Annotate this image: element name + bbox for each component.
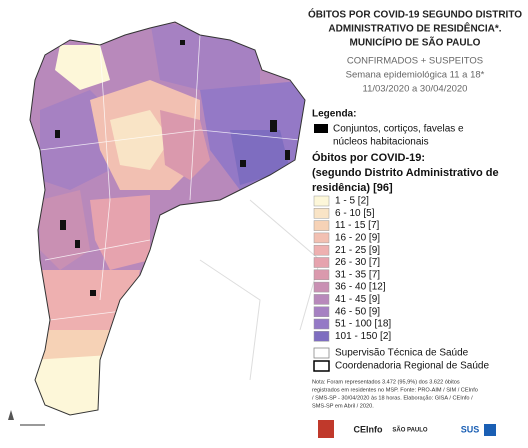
note: registrados em residentes no MSP. Fonte:… [312,387,478,393]
class-swatch [313,232,330,244]
class-label: 46 - 50 [9] [335,306,380,317]
housing-label: núcleos habitacionais [333,137,429,148]
class-label: 41 - 45 [9] [335,294,380,305]
subtitle: Semana epidemiológica 11 a 18* [346,70,485,81]
logo-cross [484,424,496,436]
boundary-label: Supervisão Técnica de Saúde [335,348,469,359]
classes-title: (segundo Distrito Administrativo de [312,167,499,179]
scale-north [8,410,45,426]
class-label: 36 - 40 [12] [335,282,386,293]
class-swatch [313,331,330,342]
class-swatch [313,294,330,305]
city-outline [29,21,306,416]
note: SMS-SP em Abril / 2020. [312,403,374,409]
title: ADMINISTRATIVO DE RESIDÊNCIA*. [328,22,501,35]
classes-title: residência) [96] [312,182,393,194]
boundary-swatch [313,360,330,372]
class-label: 16 - 20 [9] [335,233,380,244]
note: Nota: Foram representados 3.472 (95,9%) … [312,379,460,385]
class-swatch [313,269,330,281]
class-label: 26 - 30 [7] [335,257,380,268]
class-swatch [313,195,330,207]
logo: CEInfo [354,424,383,434]
housing-swatch [314,124,328,133]
boundary-label: Coordenadoria Regional de Saúde [335,361,489,372]
title: ÓBITOS POR COVID-19 SEGUNDO DISTRITO [308,8,522,21]
class-swatch [313,257,330,268]
subtitle: 11/03/2020 a 30/04/2020 [363,84,468,95]
logo: SÃO PAULO [392,427,428,434]
class-swatch [313,220,330,231]
class-label: 31 - 35 [7] [335,269,380,280]
classes-title: Óbitos por COVID-19: [312,151,425,164]
legend-heading: Legenda: [312,109,356,120]
logo: SUS [461,424,480,434]
note: / SMS-SP - 30/04/2020 às 18 horas. Elabo… [312,395,473,401]
districts [30,22,305,415]
class-swatch [313,244,330,256]
subtitle: CONFIRMADOS + SUSPEITOS [347,56,483,67]
class-swatch [313,306,330,317]
class-label: 11 - 15 [7] [335,220,380,231]
class-swatch [313,281,330,293]
class-swatch [313,318,330,330]
class-label: 1 - 5 [2] [335,196,369,207]
class-label: 21 - 25 [9] [335,245,380,256]
class-label: 51 - 100 [18] [335,319,391,330]
boundary-swatch [313,347,330,359]
title: MUNICÍPIO DE SÃO PAULO [350,36,481,49]
class-label: 6 - 10 [5] [335,208,375,219]
class-label: 101 - 150 [2] [335,331,391,342]
class-swatch [313,208,330,219]
housing-label: Conjuntos, cortiços, favelas e [333,124,464,135]
logo-mark [318,420,334,438]
